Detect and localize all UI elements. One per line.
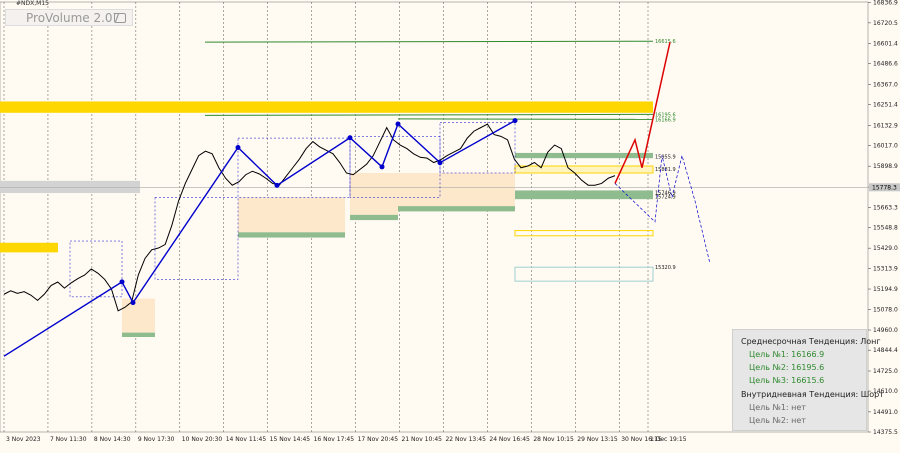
mid-term-heading: Среднесрочная Тенденция: Лонг [741, 337, 881, 346]
pivot-point [274, 182, 280, 188]
y-tick-label: 16836.9 [873, 0, 898, 7]
level-label: 15955.9 [655, 154, 676, 160]
swing-box [349, 136, 441, 198]
x-tick-label: 17 Nov 20:45 [358, 436, 399, 443]
y-tick-label: 14375.5 [873, 429, 898, 436]
y-tick-label: 16601.4 [873, 41, 898, 48]
x-tick-label: 3 Nov 2023 [6, 436, 41, 443]
pivot-point [512, 118, 518, 124]
y-tick-label: 15194.9 [873, 286, 898, 293]
forecast-line-long [614, 41, 671, 184]
plot-area [0, 1, 869, 433]
x-tick-label: 29 Nov 13:15 [577, 436, 618, 443]
swing-box [439, 122, 516, 174]
beige-zone [350, 172, 398, 219]
x-tick-label: 22 Nov 13:45 [445, 436, 486, 443]
target-line-1 [397, 118, 654, 120]
x-tick-label: 15 Nov 14:45 [270, 436, 311, 443]
pivot-point [235, 145, 241, 151]
mid-target-2: Цель №2: 16195.6 [749, 363, 825, 372]
y-tick-label: 16251.4 [873, 102, 898, 109]
y-tick-label: 15078.0 [873, 306, 898, 313]
x-tick-label: 7 Nov 11:30 [50, 436, 87, 443]
x-tick-label: 24 Nov 16:45 [489, 436, 530, 443]
resistance-yellow-zone [0, 101, 653, 113]
y-tick-label: 14491.0 [873, 409, 898, 416]
beige-zone [398, 172, 515, 212]
yellow-outline-zone [514, 230, 654, 237]
x-tick-label: 8 Nov 14:30 [94, 436, 131, 443]
cyan-outline-zone [514, 266, 654, 282]
intra-target-2: Цель №2: нет [749, 416, 806, 425]
pivot-point [130, 300, 136, 306]
y-tick-label: 15548.8 [873, 224, 898, 231]
y-tick-label: 14960.0 [873, 327, 898, 334]
symbol-label: #NDX,M15 [16, 0, 49, 7]
y-tick-label: 14725.0 [873, 368, 898, 375]
gray-volume-zone [0, 180, 140, 194]
y-tick-label: 16720.5 [873, 20, 898, 27]
x-tick-label: 1 Dec 19:15 [650, 436, 687, 443]
swing-box [154, 197, 239, 280]
x-tick-label: 21 Nov 10:45 [402, 436, 443, 443]
level-label: 16615.6 [655, 39, 676, 45]
trend-info-panel: Среднесрочная Тенденция: Лонг Цель №1: 1… [732, 329, 884, 431]
level-label: 16195.6 [655, 112, 676, 118]
intra-target-1: Цель №1: нет [749, 403, 806, 412]
pivot-point [379, 164, 385, 170]
camera-icon[interactable] [114, 13, 126, 23]
target-line-3 [204, 40, 654, 43]
x-tick-label: 30 Nov 16:15 [621, 436, 662, 443]
price-line [3, 123, 616, 312]
intraday-heading: Внутридневная Тенденция: Шорт [741, 390, 884, 399]
watermark-text: ProVolume 2.07 [26, 11, 121, 25]
pivot-point [437, 160, 443, 166]
green-zone [515, 152, 653, 159]
green-zone [398, 206, 515, 212]
green-zone [122, 332, 155, 337]
mid-target-1: Цель №1: 16166.9 [749, 350, 825, 359]
current-price-tag [869, 183, 900, 192]
x-tick-label: 16 Nov 17:45 [314, 436, 355, 443]
pivot-point [119, 279, 125, 285]
pivot-point [347, 135, 353, 141]
beige-zone [122, 298, 155, 336]
level-label: 16166.9 [655, 117, 676, 123]
y-tick-label: 15898.9 [873, 163, 898, 170]
target-line-2 [204, 113, 654, 116]
y-tick-label: 15663.3 [873, 204, 898, 211]
level-label: 15320.9 [655, 265, 676, 271]
x-tick-label: 14 Nov 11:45 [226, 436, 267, 443]
y-tick-label: 16132.9 [873, 122, 898, 129]
x-tick-label: 28 Nov 10:15 [533, 436, 574, 443]
swing-box [69, 240, 123, 298]
level-label: 15724.9 [655, 195, 676, 201]
x-tick-label: 10 Nov 20:30 [182, 436, 223, 443]
pivot-point [395, 121, 401, 127]
y-tick-label: 15429.0 [873, 245, 898, 252]
swing-box [237, 137, 351, 198]
beige-zone [238, 197, 345, 238]
mid-target-3: Цель №3: 16615.6 [749, 376, 825, 385]
y-tick-label: 16017.0 [873, 143, 898, 150]
green-zone [238, 232, 345, 238]
current-price-label: 15778.3 [872, 184, 897, 191]
yellow-outline-zone [514, 165, 654, 174]
x-tick-label: 9 Nov 17:30 [138, 436, 175, 443]
provolume-watermark: ProVolume 2.07 [5, 9, 133, 26]
y-tick-label: 14610.0 [873, 388, 898, 395]
y-tick-label: 14844.4 [873, 347, 898, 354]
green-zone [515, 190, 653, 200]
y-tick-label: 16486.6 [873, 61, 898, 68]
y-tick-label: 16367.0 [873, 82, 898, 89]
y-tick-label: 15313.9 [873, 265, 898, 272]
trend-line [3, 120, 516, 357]
green-zone [350, 214, 398, 221]
yellow-zone-left [0, 242, 58, 253]
forecast-line-short [614, 154, 711, 264]
level-label: 15746.9 [655, 191, 676, 197]
